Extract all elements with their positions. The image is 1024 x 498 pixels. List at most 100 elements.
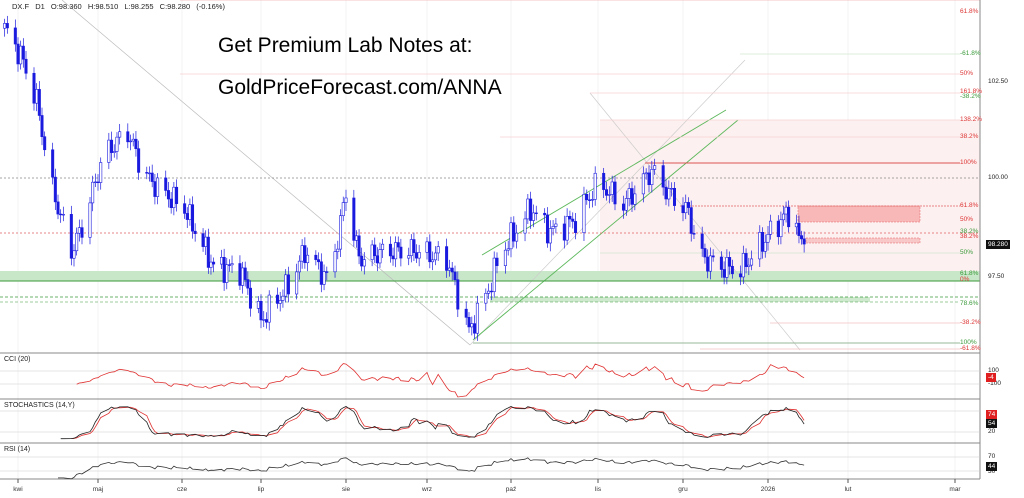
x-tick-label: maj [92, 486, 104, 493]
fib-label: -61.8% [960, 50, 981, 57]
candle-down [621, 203, 625, 211]
candle-up [436, 246, 440, 254]
candle-down [445, 246, 449, 271]
candle-down [317, 259, 321, 263]
candle-down [719, 256, 723, 270]
candle-up [378, 249, 382, 264]
x-tick-label: 2026 [760, 486, 776, 493]
candle-down [169, 198, 173, 209]
fib-label: 61.8% [960, 202, 979, 209]
fib-label: 0% [960, 276, 970, 283]
candle-up [278, 300, 282, 304]
fib-label: 38.2% [960, 133, 979, 140]
candle-up [431, 259, 435, 263]
candle-up [118, 131, 122, 138]
candle-up [409, 239, 413, 256]
candle-up [129, 140, 133, 143]
close-value: C:98.280 [159, 2, 191, 11]
candle-up [523, 218, 527, 234]
candle-up [766, 234, 770, 243]
candle-up [295, 271, 299, 295]
fib-label: 61.8% [960, 8, 979, 15]
candle-up [112, 151, 116, 153]
candle-down [43, 136, 47, 151]
candle-up [284, 274, 288, 297]
candle-down [543, 212, 547, 216]
cci-tick: -100 [988, 380, 1002, 387]
candle-up [670, 188, 674, 190]
cci-line [76, 363, 805, 398]
candle-up [425, 241, 429, 253]
candle-down [5, 23, 9, 29]
candle-down [761, 232, 765, 252]
candle-down [686, 202, 690, 208]
gray-trendline-3 [469, 59, 746, 346]
fib-label: 50% [960, 216, 974, 223]
rsi-tick: 70 [988, 453, 996, 460]
candle-up [204, 236, 208, 247]
high-value: H:98.510 [87, 2, 119, 11]
candle-up [650, 169, 654, 186]
candle-down [388, 243, 392, 257]
candle-down [164, 177, 168, 191]
candle-up [344, 197, 348, 203]
candle-up [300, 245, 304, 262]
change-value: (-0.16%) [196, 2, 225, 11]
candle-up [115, 136, 119, 152]
candle-down [153, 181, 157, 197]
candle-up [256, 301, 260, 309]
candle-up [769, 220, 773, 235]
x-tick-label: mar [949, 486, 961, 493]
candle-up [91, 181, 95, 204]
candle-down [464, 308, 468, 318]
candle-down [227, 264, 231, 266]
candle-up [93, 181, 97, 184]
candle-down [16, 43, 20, 65]
candle-up [220, 257, 224, 265]
pink-projection-zone [600, 120, 980, 280]
candle-down [689, 207, 693, 234]
candle-down [473, 323, 477, 334]
candle-down [489, 290, 493, 293]
candle-down [681, 205, 685, 214]
candle-up [341, 202, 345, 217]
candle-down [661, 165, 665, 188]
rsi-last-badge: 44 [986, 462, 998, 471]
candle-up [531, 212, 535, 221]
candle-up [297, 260, 301, 273]
fib-label: 161.8% [960, 88, 983, 95]
candle-down [399, 246, 403, 259]
fib-zones [0, 120, 980, 302]
candle-down [69, 213, 73, 259]
candle-down [80, 227, 84, 238]
candle-down [238, 263, 242, 286]
candle-up [3, 23, 7, 29]
fib-label: 138.2% [960, 116, 983, 123]
last-price-badge: 98.280 [986, 240, 1010, 249]
promo-line-2: GoldPriceForecast.com/ANNA [218, 76, 502, 99]
candle-up [88, 202, 92, 238]
candle-down [428, 241, 432, 263]
candle-down [259, 301, 263, 321]
candle-up [370, 244, 374, 260]
candle-up [281, 295, 285, 301]
x-tick-label: lis [594, 486, 602, 493]
candle-down [391, 255, 395, 260]
x-tick-label: lut [844, 486, 852, 493]
candle-down [776, 220, 780, 238]
candle-down [730, 265, 734, 275]
candle-down [37, 89, 41, 116]
candle-down [706, 256, 710, 272]
candle-down [286, 274, 290, 295]
candle-down [59, 213, 63, 216]
fib-label: 78.6% [960, 300, 979, 307]
candle-down [183, 203, 187, 214]
candle-up [447, 267, 451, 271]
candle-down [185, 213, 189, 220]
candle-down [375, 255, 379, 264]
red-resistance-zone [797, 205, 921, 223]
candle-up [61, 213, 65, 216]
candle-down [357, 235, 361, 257]
candle-up [470, 323, 474, 328]
candle-down [415, 252, 419, 259]
